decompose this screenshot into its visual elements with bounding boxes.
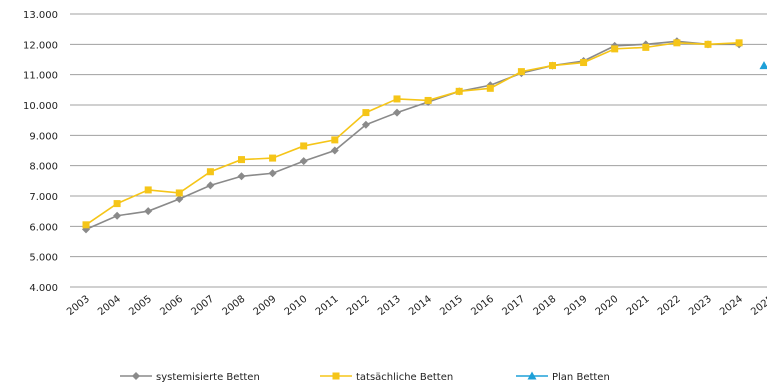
- y-tick-label: 11.000: [23, 71, 58, 82]
- series-line: [85, 42, 740, 226]
- y-tick-label: 10.000: [23, 101, 58, 112]
- data-point: [300, 142, 308, 150]
- data-point: [238, 156, 245, 164]
- data-point: [735, 39, 743, 47]
- data-point: [331, 136, 339, 144]
- data-point: [517, 68, 525, 76]
- gridlines: [70, 13, 767, 288]
- data-point: [268, 169, 277, 178]
- data-point: [175, 195, 184, 204]
- x-tick-label: 2021: [625, 294, 652, 318]
- x-axis: 2003 2004 2005 2006 2007 2008 2009 2010 2011 2012…: [65, 294, 767, 318]
- x-tick-label: 2013: [376, 294, 403, 318]
- data-point: [144, 186, 152, 194]
- x-tick-label: 2022: [656, 294, 683, 318]
- x-tick-label: 2003: [65, 294, 92, 318]
- data-point: [393, 95, 401, 103]
- x-tick-label: 2017: [500, 294, 527, 318]
- data-point: [455, 87, 463, 95]
- x-tick-label: 2016: [469, 294, 496, 318]
- y-tick-label: 5.000: [29, 253, 58, 264]
- y-tick-label: 4.000: [29, 283, 58, 294]
- x-tick-label: 2020: [594, 294, 621, 318]
- data-point: [361, 120, 370, 129]
- x-tick-label: 2018: [532, 294, 559, 318]
- x-tick-label: 2008: [221, 294, 248, 318]
- x-tick-label: 2006: [158, 294, 185, 318]
- x-tick-label: 2024: [718, 294, 745, 318]
- x-tick-label: 2009: [252, 294, 279, 318]
- y-axis: 13.000 12.000 11.000 10.000 9.000 8.000 7.000 6…: [23, 10, 58, 294]
- legend-label: Plan Betten: [552, 372, 610, 382]
- data-point: [424, 96, 432, 104]
- data-point: [580, 59, 588, 67]
- legend-item: tatsächliche Betten: [320, 372, 453, 382]
- y-tick-label: 12.000: [23, 40, 58, 51]
- y-tick-label: 6.000: [29, 222, 58, 233]
- data-point: [237, 172, 246, 181]
- series-2: [759, 61, 767, 70]
- legend-marker: [132, 372, 140, 380]
- data-point: [549, 62, 556, 70]
- data-point: [206, 168, 214, 176]
- x-tick-label: 2007: [189, 294, 216, 318]
- data-point: [486, 84, 494, 92]
- data-point: [175, 189, 183, 197]
- data-point: [113, 200, 121, 208]
- legend-label: systemisierte Betten: [156, 372, 260, 382]
- data-point: [673, 39, 681, 47]
- data-point: [362, 109, 370, 117]
- legend-marker: [527, 371, 537, 380]
- x-tick-label: 2015: [438, 294, 465, 318]
- data-point: [206, 181, 215, 190]
- data-point: [113, 211, 122, 220]
- legend: systemisierte Betten tatsächliche Betten P…: [120, 371, 610, 382]
- y-tick-label: 8.000: [29, 162, 58, 173]
- series-line: [85, 40, 740, 231]
- data-point: [642, 43, 650, 51]
- x-tick-label: 2019: [563, 294, 590, 318]
- data-point: [759, 61, 767, 70]
- data-point: [330, 146, 339, 155]
- data-point: [269, 154, 277, 162]
- data-point: [393, 108, 401, 117]
- x-tick-label: 2010: [283, 294, 310, 318]
- data-point: [82, 221, 90, 229]
- data-point: [611, 45, 619, 53]
- x-tick-label: 2023: [687, 294, 714, 318]
- x-tick-label: 2025: [749, 294, 767, 318]
- data-point: [299, 157, 308, 166]
- x-tick-label: 2014: [407, 294, 434, 318]
- x-tick-label: 2004: [96, 294, 123, 318]
- series-1: [82, 39, 743, 229]
- y-tick-label: 7.000: [29, 192, 58, 203]
- x-tick-label: 2012: [345, 294, 372, 318]
- data-point: [144, 207, 153, 216]
- legend-item: systemisierte Betten: [120, 372, 260, 382]
- legend-label: tatsächliche Betten: [356, 372, 453, 382]
- legend-item: Plan Betten: [516, 371, 610, 382]
- legend-marker: [332, 372, 340, 380]
- x-tick-label: 2005: [127, 294, 154, 318]
- x-tick-label: 2011: [314, 294, 341, 318]
- y-tick-label: 13.000: [23, 10, 58, 21]
- y-tick-label: 9.000: [29, 131, 58, 142]
- data-point: [704, 40, 712, 48]
- data-series: [82, 37, 767, 234]
